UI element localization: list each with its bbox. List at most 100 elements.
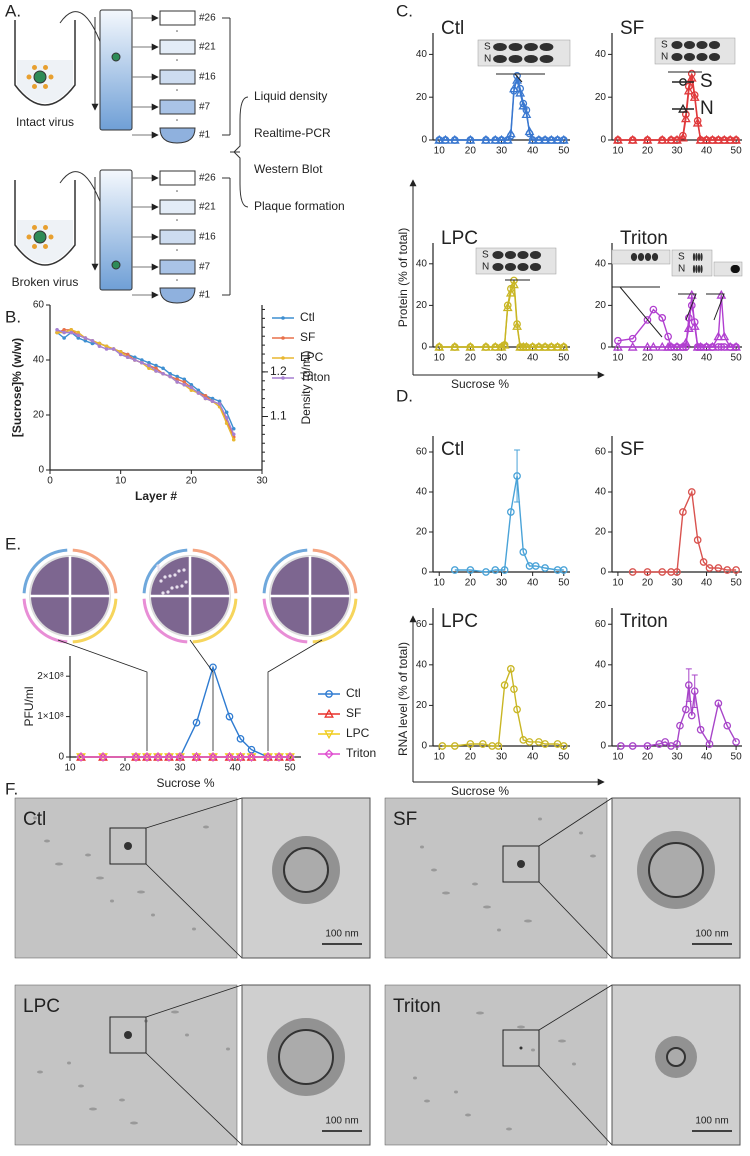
data-point xyxy=(189,388,194,393)
blot-band xyxy=(504,251,517,259)
y-tick-label: 60 xyxy=(595,447,607,458)
x-tick-label: 0 xyxy=(47,476,53,487)
data-point xyxy=(153,752,163,762)
data-point xyxy=(540,134,550,144)
debris xyxy=(96,876,104,880)
blot-band xyxy=(696,41,708,49)
series-line xyxy=(439,75,564,141)
data-point xyxy=(224,410,229,415)
debris xyxy=(590,854,596,858)
x-tick-label: 30 xyxy=(496,146,508,157)
y-tick-label: 40 xyxy=(416,659,428,670)
blot-band xyxy=(695,265,698,273)
x-tick-label: 20 xyxy=(642,146,654,157)
data-point xyxy=(502,134,513,144)
data-point xyxy=(666,134,676,144)
blot-band xyxy=(671,53,683,61)
data-point xyxy=(83,336,88,340)
y-tick-label: 60 xyxy=(416,447,428,458)
x-tick-label: 40 xyxy=(527,578,539,589)
x-tick-label: 20 xyxy=(642,578,654,589)
data-point xyxy=(732,738,740,746)
debris xyxy=(67,1061,71,1065)
debris xyxy=(424,1099,430,1103)
blot-band xyxy=(683,41,696,49)
x-tick-label: 40 xyxy=(701,353,713,364)
y-tick-label: 0 xyxy=(58,752,64,763)
scale-bar-label: 100 nm xyxy=(695,929,728,940)
y-tick-label: 0 xyxy=(38,465,44,476)
data-point xyxy=(104,347,109,351)
debris xyxy=(483,905,491,909)
blot-band xyxy=(492,263,504,271)
plate-quadrant-arc xyxy=(22,548,68,594)
x-tick-label: 20 xyxy=(465,752,477,763)
data-point xyxy=(707,341,718,351)
blot-label: S xyxy=(482,250,489,261)
x-tick-label: 30 xyxy=(496,752,508,763)
data-point xyxy=(521,341,532,351)
data-point xyxy=(723,566,732,574)
virus xyxy=(33,230,47,244)
legend-marker xyxy=(324,730,334,740)
debris xyxy=(531,1048,535,1052)
data-point xyxy=(465,134,476,144)
assay-label: Plaque formation xyxy=(254,199,345,213)
centrifuge-tube xyxy=(14,20,76,106)
data-point xyxy=(285,752,295,762)
fraction-label: #21 xyxy=(199,42,216,53)
x-tick-label: 30 xyxy=(671,578,683,589)
legend-label: SF xyxy=(300,330,315,344)
series-line xyxy=(439,77,564,141)
data-point xyxy=(502,302,513,312)
debris xyxy=(476,1011,484,1015)
data-point xyxy=(725,134,736,144)
shared-y-label: Protein (% of total) xyxy=(396,228,410,327)
series-line xyxy=(617,77,737,141)
x-tick-label: 50 xyxy=(558,752,570,763)
chart-title: LPC xyxy=(441,611,478,632)
x-tick-label: 30 xyxy=(174,763,186,774)
x-tick-label: 30 xyxy=(496,578,508,589)
blot-link xyxy=(514,73,523,83)
plaque xyxy=(170,586,174,590)
data-point xyxy=(69,327,73,332)
data-point xyxy=(678,132,688,142)
blot-band xyxy=(492,251,504,259)
dots xyxy=(176,89,178,91)
data-point xyxy=(175,380,179,384)
debris xyxy=(171,1010,179,1014)
y-tick-label: 40 xyxy=(416,49,428,60)
data-point xyxy=(719,331,730,341)
data-point xyxy=(679,131,687,140)
panel-label: D. xyxy=(396,386,413,405)
data-point xyxy=(224,752,235,762)
data-point xyxy=(231,437,236,442)
data-point xyxy=(210,396,215,401)
fraction-label: #26 xyxy=(199,13,216,24)
spike xyxy=(48,234,54,240)
data-point xyxy=(481,341,491,351)
error-bar xyxy=(691,674,698,708)
data-point xyxy=(118,352,123,357)
data-point xyxy=(55,330,59,335)
y-tick-label: 0 xyxy=(600,342,606,353)
data-point xyxy=(658,314,667,322)
chart-title: SF xyxy=(620,18,644,39)
x-tick-label: 30 xyxy=(256,476,268,487)
data-point xyxy=(657,134,668,144)
x-tick-label: 20 xyxy=(119,763,131,774)
plaque xyxy=(177,569,181,573)
assay-label: Realtime-PCR xyxy=(254,126,331,140)
data-point xyxy=(125,352,130,357)
blot-band xyxy=(708,41,721,49)
debris xyxy=(506,1127,512,1131)
assay-brace xyxy=(233,96,249,208)
data-point xyxy=(231,432,236,437)
data-point xyxy=(673,740,681,748)
blot-label: N xyxy=(661,52,668,63)
plate-quadrant-arc xyxy=(142,548,188,594)
debris xyxy=(431,868,437,872)
debris xyxy=(203,825,209,829)
